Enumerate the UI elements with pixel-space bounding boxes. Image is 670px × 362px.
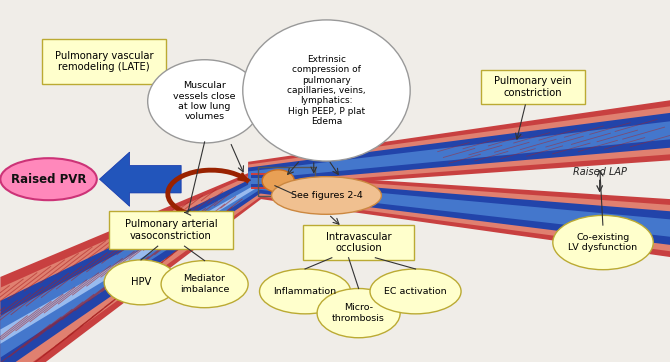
Polygon shape [1,165,268,362]
Text: Raised LAP: Raised LAP [573,167,626,177]
Text: Pulmonary vein
constriction: Pulmonary vein constriction [494,76,572,98]
Polygon shape [248,181,670,237]
Polygon shape [1,177,268,344]
Polygon shape [248,106,670,186]
Polygon shape [251,173,278,189]
Polygon shape [248,177,670,245]
Ellipse shape [271,177,381,214]
Ellipse shape [147,60,261,143]
Polygon shape [248,113,670,184]
Polygon shape [1,174,268,358]
Ellipse shape [161,261,248,308]
Polygon shape [1,171,268,362]
Text: Extrinsic
compression of
pulmonary
capillaries, veins,
lymphatics:
High PEEP, P : Extrinsic compression of pulmonary capil… [287,55,366,126]
Ellipse shape [1,158,96,200]
Polygon shape [248,172,670,257]
Text: Raised PVR: Raised PVR [11,173,86,186]
Text: Co-existing
LV dysfunction: Co-existing LV dysfunction [568,233,638,252]
FancyBboxPatch shape [109,211,233,249]
Ellipse shape [370,269,461,314]
Text: Pulmonary arterial
vasoconstriction: Pulmonary arterial vasoconstriction [125,219,218,241]
Polygon shape [99,152,181,206]
Text: Inflammation: Inflammation [273,287,336,296]
Polygon shape [251,175,278,187]
Ellipse shape [243,20,410,161]
FancyBboxPatch shape [42,39,166,84]
Polygon shape [248,121,670,180]
Ellipse shape [259,269,350,314]
Text: Pulmonary vascular
remodeling (LATE): Pulmonary vascular remodeling (LATE) [55,51,153,72]
Text: Mediator
imbalance: Mediator imbalance [180,274,229,294]
FancyBboxPatch shape [481,70,585,104]
Text: Intravascular
occlusion: Intravascular occlusion [326,232,391,253]
FancyBboxPatch shape [304,225,414,260]
Text: HPV: HPV [131,277,151,287]
Polygon shape [248,174,670,251]
Ellipse shape [262,170,294,192]
Bar [258,167,315,196]
Text: EC activation: EC activation [384,287,447,296]
Polygon shape [1,167,268,362]
Text: Micro-
thrombosis: Micro- thrombosis [332,303,385,323]
Polygon shape [251,178,278,184]
Ellipse shape [317,289,400,338]
Text: Muscular
vessels close
at low lung
volumes: Muscular vessels close at low lung volum… [174,81,236,122]
Polygon shape [248,100,670,189]
Ellipse shape [553,215,653,270]
Text: See figures 2-4: See figures 2-4 [291,191,362,200]
Ellipse shape [104,260,178,305]
